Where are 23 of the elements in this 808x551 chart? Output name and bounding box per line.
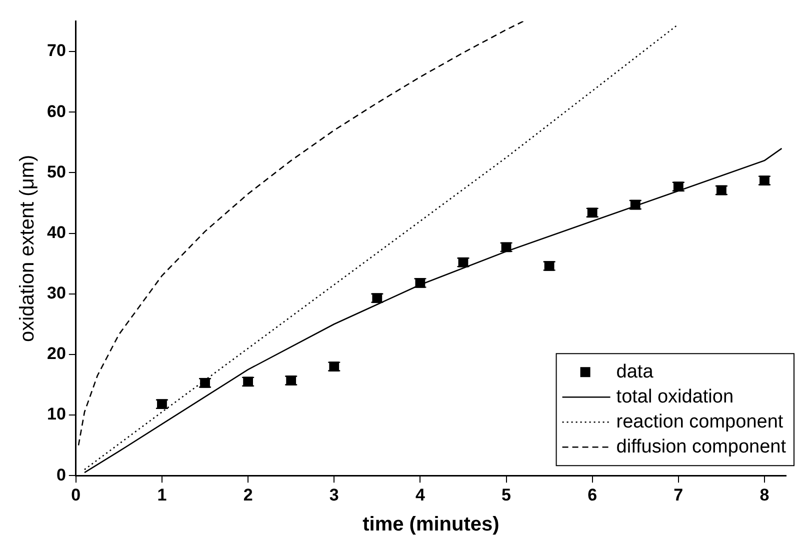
y-tick-label: 10 — [46, 404, 66, 424]
x-tick-label: 0 — [71, 485, 81, 504]
x-tick-label: 3 — [329, 485, 339, 504]
y-tick-label: 0 — [56, 465, 66, 484]
y-tick-label: 20 — [46, 344, 66, 364]
y-tick-label: 40 — [46, 222, 66, 242]
y-tick-label: 30 — [46, 284, 66, 303]
x-tick-label: 5 — [502, 485, 511, 504]
x-tick-label: 2 — [243, 485, 253, 504]
legend-label: data — [616, 361, 654, 382]
legend-label: reaction component — [616, 411, 784, 432]
y-tick-label: 60 — [46, 102, 66, 121]
legend-label: diffusion component — [616, 436, 787, 458]
x-tick-label: 6 — [588, 485, 598, 504]
y-axis-title: oxidation extent (μm) — [16, 154, 39, 342]
y-tick-label: 70 — [46, 41, 66, 60]
legend-label: total oxidation — [616, 386, 734, 408]
x-tick-label: 8 — [760, 485, 770, 504]
x-tick-label: 4 — [415, 485, 426, 504]
y-tick-label: 50 — [46, 162, 66, 182]
x-axis-title: time (minutes) — [362, 514, 500, 536]
x-tick-label: 1 — [157, 485, 167, 504]
x-tick-label: 7 — [674, 485, 684, 504]
